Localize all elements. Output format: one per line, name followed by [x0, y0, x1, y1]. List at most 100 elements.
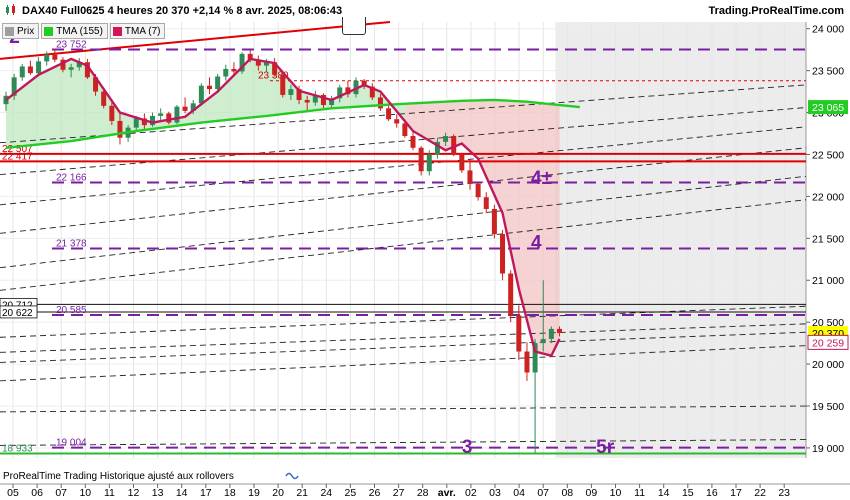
trend-line	[0, 107, 807, 176]
candle-body	[19, 66, 25, 78]
bull-zone-fill	[6, 58, 405, 148]
candle-body	[27, 66, 33, 74]
candle-body	[532, 343, 538, 373]
x-tick-label: 25	[345, 487, 357, 499]
y-tick-label: 19 000	[812, 443, 844, 455]
y-axis-background	[806, 22, 850, 458]
y-tick-label: 22 500	[812, 149, 844, 161]
candle-body	[434, 141, 440, 155]
candle-body	[540, 338, 546, 344]
candle-body	[101, 91, 107, 106]
trend-line	[0, 345, 807, 382]
y-tick-label: 21 500	[812, 233, 844, 245]
candle-body	[557, 328, 563, 334]
level-label: 22 417	[2, 151, 33, 162]
candle-body	[280, 74, 286, 95]
x-tick-label: 21	[296, 487, 308, 499]
legend-item-price[interactable]: Prix	[2, 23, 40, 39]
level-label: 20 585	[56, 305, 87, 316]
candle-body	[272, 62, 278, 75]
resistance-diagonal	[0, 21, 391, 60]
x-tick-label: 04	[513, 487, 525, 499]
candle-body	[548, 328, 554, 339]
x-tick-label: 11	[104, 487, 115, 499]
level-label: 18 933	[2, 444, 33, 455]
candle-body	[44, 54, 50, 62]
x-tick-label: avr.	[438, 487, 456, 499]
candle-body	[459, 154, 465, 171]
wave-label: 5r	[596, 437, 615, 458]
candle-body	[443, 136, 449, 142]
candle-body	[255, 59, 261, 66]
x-tick-label: 05	[7, 487, 19, 499]
candle-body	[377, 97, 383, 109]
x-tick-label: 20	[272, 487, 284, 499]
legend-label: Prix	[17, 25, 35, 37]
candle-body	[68, 67, 74, 70]
future-area	[555, 22, 806, 458]
candle-body	[166, 113, 172, 123]
candle-body	[418, 147, 424, 172]
candle-body	[52, 54, 58, 60]
candle-body	[337, 87, 343, 99]
y-tick-label: 24 000	[812, 24, 844, 36]
legend-item-tma155[interactable]: TMA (155)	[41, 23, 108, 39]
trend-line	[0, 175, 807, 269]
candle-body	[483, 197, 489, 209]
candle-body	[239, 53, 245, 72]
trend-line	[0, 439, 807, 446]
wave-label: 4±	[531, 168, 552, 189]
x-tick-label: 22	[754, 487, 766, 499]
x-tick-label: 24	[320, 487, 332, 499]
candle-body	[215, 76, 221, 90]
x-tick-label: 13	[152, 487, 164, 499]
x-tick-label: 23	[778, 487, 790, 499]
x-tick-label: 02	[465, 487, 477, 499]
x-tick-label: 10	[610, 487, 622, 499]
candle-body	[304, 99, 310, 103]
level-label: 19 004	[56, 438, 87, 449]
tab-handle[interactable]	[342, 17, 366, 35]
legend-label: TMA (155)	[56, 25, 103, 37]
site-name[interactable]: Trading.ProRealTime.com	[708, 5, 844, 17]
wave-label: 4	[531, 232, 542, 253]
y-tick-label: 22 000	[812, 191, 844, 203]
candle-body	[500, 234, 506, 274]
candle-body	[263, 62, 269, 66]
candle-body	[109, 105, 115, 121]
candle-body	[296, 89, 302, 100]
price-tag	[807, 334, 849, 350]
candle-body	[312, 94, 318, 103]
x-tick-label: 26	[369, 487, 381, 499]
level-label: 21 378	[56, 239, 87, 250]
candle-body	[190, 103, 196, 111]
x-tick-label: 19	[248, 487, 260, 499]
candle-body	[247, 53, 253, 60]
x-tick-label: 08	[561, 487, 573, 499]
level-label: 23 380	[258, 71, 289, 82]
chart-title: DAX40 Full0625 4 heures 20 370 +2,14 % 8…	[22, 5, 343, 17]
trend-line	[0, 199, 807, 291]
x-tick-label: 09	[586, 487, 598, 499]
candles-icon	[6, 4, 15, 15]
candle-body	[491, 208, 497, 235]
candle-body	[524, 351, 530, 373]
legend-item-tma7[interactable]: TMA (7)	[109, 23, 166, 39]
legend-label: TMA (7)	[124, 25, 161, 37]
footer-note: ProRealTime Trading Historique ajusté au…	[3, 471, 234, 482]
level-label: 23 752	[56, 40, 87, 51]
candle-body	[198, 85, 204, 104]
candle-body	[288, 89, 294, 95]
x-tick-label: 11	[634, 487, 645, 499]
candle-body	[426, 154, 432, 172]
chart-header: DAX40 Full0625 4 heures 20 370 +2,14 % 8…	[0, 0, 850, 35]
left-price-tag-label: 20 622	[2, 308, 33, 319]
trend-line	[0, 305, 807, 338]
candle-body	[475, 183, 481, 198]
trend-line	[0, 323, 807, 353]
x-tick-label: 14	[658, 487, 670, 499]
candle-body	[508, 273, 514, 316]
price-tag-label: 23 065	[812, 102, 844, 114]
x-tick-label: 06	[31, 487, 43, 499]
